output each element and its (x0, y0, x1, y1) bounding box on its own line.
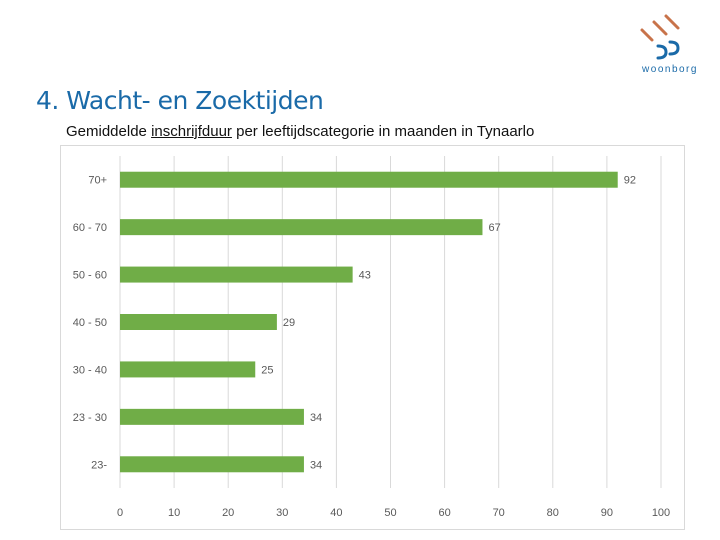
subtitle-underlined-term: inschrijfduur (151, 123, 232, 140)
category-label: 70+ (88, 175, 107, 187)
bar-chart: 0 10 20 30 40 50 60 70 80 90 100 70+ 92 60 - 70 67 50 -… (60, 145, 685, 530)
bar (120, 408, 304, 425)
bar (120, 314, 277, 330)
bar (120, 171, 618, 188)
x-tick-label: 80 (547, 507, 559, 519)
data-label: 43 (359, 270, 371, 282)
x-tick-label: 20 (222, 507, 234, 519)
x-tick-label: 100 (652, 507, 670, 519)
woonborg-logo: woonborg (630, 12, 710, 82)
bar (120, 456, 304, 473)
data-label: 92 (624, 175, 636, 187)
category-label: 23 - 30 (73, 412, 107, 424)
logo-text: woonborg (642, 64, 698, 75)
page-title: 4. Wacht- en Zoektijden (36, 86, 324, 115)
data-label: 25 (261, 364, 273, 376)
data-label: 34 (310, 412, 322, 424)
bar (120, 266, 353, 283)
category-label: 40 - 50 (73, 317, 107, 329)
bar (120, 219, 483, 236)
chart-svg: 0 10 20 30 40 50 60 70 80 90 100 70+ 92 60 - 70 67 50 -… (73, 156, 670, 519)
category-label: 50 - 60 (73, 270, 107, 282)
x-tick-label: 10 (168, 507, 180, 519)
x-tick-label: 70 (493, 507, 505, 519)
chart-subtitle: Gemiddelde inschrijfduur per leeftijdsca… (66, 123, 534, 140)
x-tick-label: 30 (276, 507, 288, 519)
x-tick-label: 40 (330, 507, 342, 519)
data-label: 67 (488, 222, 500, 234)
data-label: 34 (310, 459, 322, 471)
category-label: 23- (91, 459, 107, 471)
logo-mark-icon (640, 14, 680, 60)
category-label: 30 - 40 (73, 364, 107, 376)
subtitle-suffix: per leeftijdscategorie in maanden in Tyn… (231, 123, 535, 140)
x-tick-label: 50 (384, 507, 396, 519)
x-tick-label: 0 (117, 507, 123, 519)
x-tick-label: 90 (601, 507, 613, 519)
data-label: 29 (283, 317, 295, 329)
bar (120, 361, 256, 378)
x-tick-label: 60 (438, 507, 450, 519)
subtitle-prefix: Gemiddelde (66, 123, 152, 140)
category-label: 60 - 70 (73, 222, 107, 234)
